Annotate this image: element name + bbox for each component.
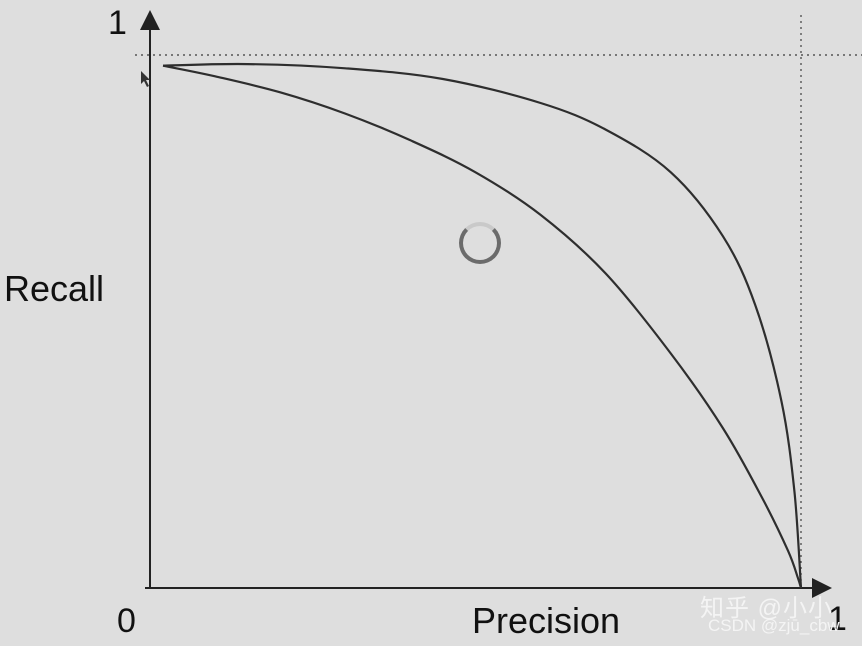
watermark-zhihu: 知乎 @小小	[700, 595, 834, 622]
y-axis-label: Recall	[4, 268, 105, 309]
y-tick-label-max: 1	[108, 4, 127, 42]
pr-curve-2	[162, 62, 803, 589]
x-axis-label: Precision	[472, 600, 621, 641]
x-tick-label-max: 1	[828, 600, 847, 638]
origin-tick-label: 0	[117, 602, 136, 640]
loading-spinner-icon	[459, 222, 501, 264]
mouse-pointer-icon	[141, 71, 150, 87]
pr-curve-1	[162, 64, 803, 589]
watermark-csdn: CSDN @zjū_cbw	[708, 616, 840, 635]
